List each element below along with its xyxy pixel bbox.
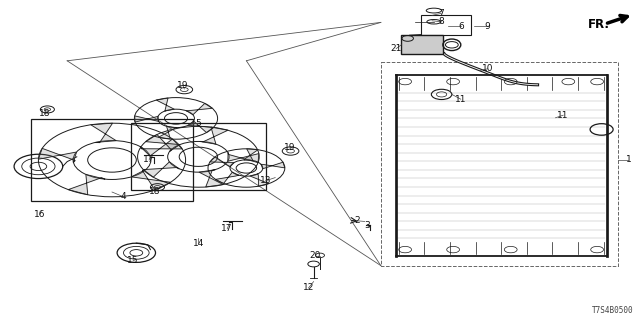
Text: 19: 19 (177, 81, 189, 90)
Polygon shape (228, 153, 259, 163)
Text: 17: 17 (221, 224, 233, 233)
Text: 12: 12 (303, 284, 314, 292)
Polygon shape (200, 127, 228, 144)
Text: 3: 3 (365, 221, 370, 230)
Polygon shape (159, 126, 176, 139)
Text: FR.: FR. (588, 19, 609, 31)
Polygon shape (188, 121, 214, 132)
Text: 20: 20 (310, 252, 321, 260)
Bar (31, 119, 193, 201)
Polygon shape (140, 139, 182, 156)
Text: 6: 6 (458, 22, 463, 31)
Text: 18: 18 (39, 109, 51, 118)
Polygon shape (250, 174, 269, 186)
Text: 13: 13 (260, 176, 271, 185)
Text: 11: 11 (455, 95, 467, 104)
Polygon shape (216, 172, 239, 183)
Text: 14: 14 (193, 239, 204, 248)
Text: 5: 5 (196, 119, 201, 128)
Text: 15: 15 (127, 256, 139, 265)
Polygon shape (244, 149, 258, 160)
Text: 16: 16 (34, 210, 45, 219)
Text: 18: 18 (149, 187, 161, 196)
Polygon shape (187, 103, 212, 115)
Text: 4: 4 (121, 192, 126, 201)
Polygon shape (143, 162, 179, 177)
Text: 17: 17 (143, 156, 155, 164)
Text: 11: 11 (557, 111, 569, 120)
Text: T7S4B0500: T7S4B0500 (592, 306, 634, 315)
Text: 8: 8 (438, 17, 444, 26)
Polygon shape (146, 134, 180, 151)
Text: 1: 1 (626, 156, 631, 164)
Bar (421, 15, 471, 35)
Polygon shape (91, 123, 116, 143)
Polygon shape (68, 174, 105, 195)
Text: 7: 7 (438, 9, 444, 18)
Bar (381, 62, 618, 266)
Polygon shape (261, 162, 285, 169)
Polygon shape (210, 157, 234, 167)
Bar (131, 123, 266, 190)
Polygon shape (156, 98, 174, 111)
Polygon shape (134, 116, 159, 122)
Text: 21: 21 (390, 44, 402, 53)
Text: 19: 19 (284, 143, 296, 152)
Bar (401, 35, 443, 54)
Polygon shape (131, 169, 171, 190)
Text: 2: 2 (355, 216, 360, 225)
Text: 9: 9 (485, 22, 490, 31)
Polygon shape (199, 170, 223, 187)
Polygon shape (38, 148, 77, 163)
Text: 10: 10 (482, 64, 493, 73)
